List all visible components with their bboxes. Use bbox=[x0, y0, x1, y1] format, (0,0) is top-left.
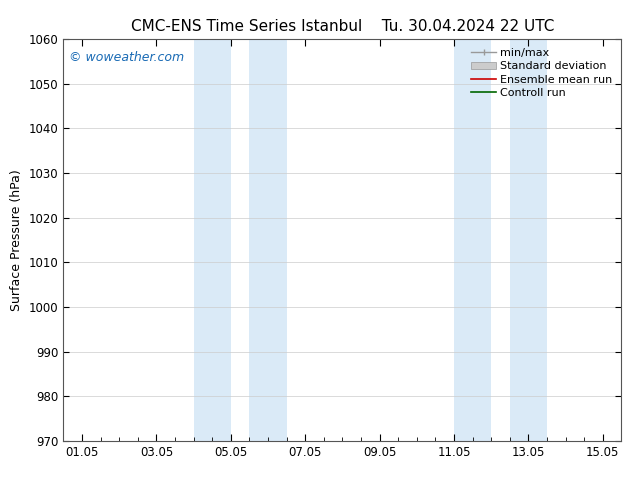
Legend: min/max, Standard deviation, Ensemble mean run, Controll run: min/max, Standard deviation, Ensemble me… bbox=[468, 45, 616, 101]
Bar bbox=[193, 39, 231, 441]
Title: CMC-ENS Time Series Istanbul    Tu. 30.04.2024 22 UTC: CMC-ENS Time Series Istanbul Tu. 30.04.2… bbox=[131, 19, 554, 34]
Bar bbox=[510, 39, 547, 441]
Text: © woweather.com: © woweather.com bbox=[69, 51, 184, 64]
Y-axis label: Surface Pressure (hPa): Surface Pressure (hPa) bbox=[10, 169, 23, 311]
Bar bbox=[249, 39, 287, 441]
Bar bbox=[454, 39, 491, 441]
